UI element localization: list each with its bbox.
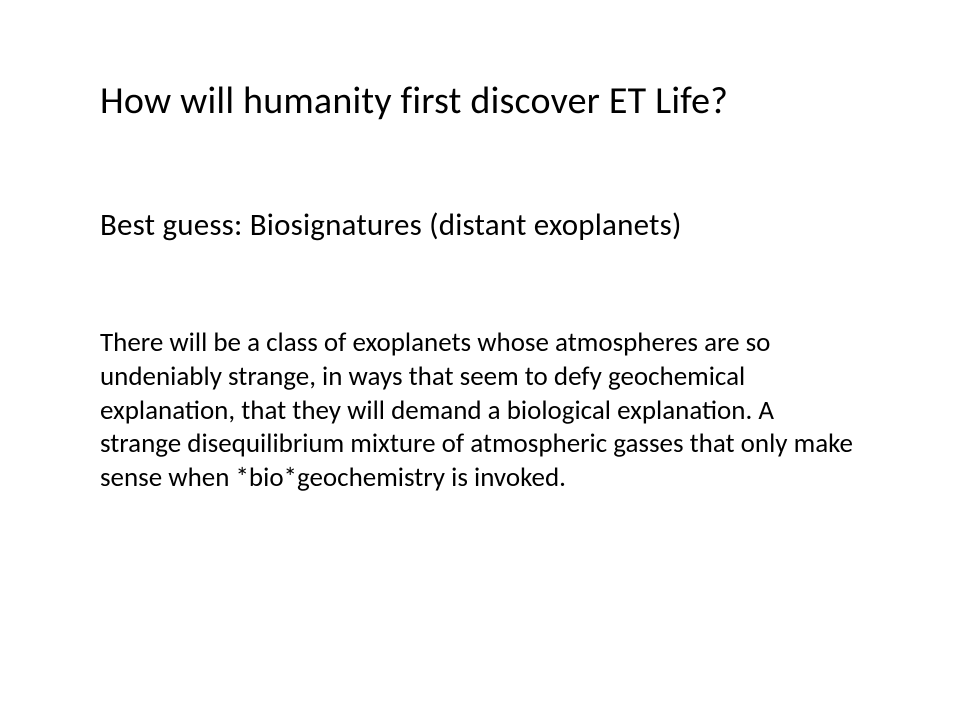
slide-title: How will humanity first discover ET Life…	[100, 78, 860, 124]
slide-subheading: Best guess: Biosignatures (distant exopl…	[100, 206, 860, 244]
slide-body-text: There will be a class of exoplanets whos…	[100, 326, 860, 495]
slide-container: How will humanity first discover ET Life…	[0, 0, 960, 720]
